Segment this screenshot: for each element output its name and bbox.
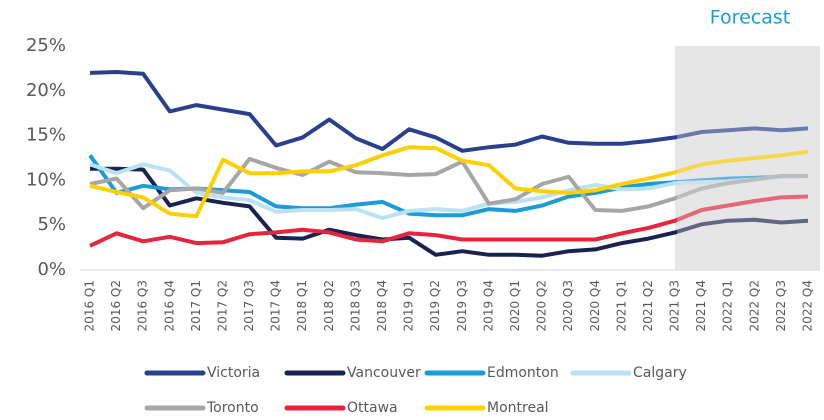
y-tick-label: 10% bbox=[26, 169, 66, 190]
x-tick-label: 2019 Q3 bbox=[455, 280, 469, 331]
series-line bbox=[89, 145, 809, 219]
x-tick-label: 2017 Q4 bbox=[269, 280, 283, 331]
series-line bbox=[89, 70, 809, 153]
legend-label: Edmonton bbox=[487, 365, 559, 381]
x-tick-label: 2016 Q1 bbox=[83, 280, 97, 331]
x-tick-label: 2021 Q1 bbox=[614, 280, 628, 331]
x-tick-label: 2017 Q3 bbox=[242, 280, 256, 331]
x-tick-label: 2018 Q3 bbox=[348, 280, 362, 331]
x-tick-label: 2020 Q1 bbox=[508, 280, 522, 331]
legend-label: Toronto bbox=[206, 400, 259, 416]
series-line bbox=[89, 162, 809, 220]
x-tick-label: 2016 Q4 bbox=[162, 280, 176, 331]
forecast-fade bbox=[677, 46, 820, 270]
x-tick-label: 2016 Q2 bbox=[109, 280, 123, 331]
y-tick-label: 5% bbox=[37, 214, 66, 235]
x-tick-label: 2021 Q4 bbox=[694, 280, 708, 331]
x-tick-label: 2018 Q1 bbox=[295, 280, 309, 331]
y-tick-label: 20% bbox=[26, 80, 66, 101]
legend-label: Montreal bbox=[487, 400, 549, 416]
legend-label: Calgary bbox=[633, 365, 687, 381]
x-tick-label: 2019 Q4 bbox=[481, 280, 495, 331]
x-tick-label: 2018 Q2 bbox=[322, 280, 336, 331]
series-line bbox=[90, 166, 809, 258]
legend-label: Vancouver bbox=[347, 365, 421, 381]
x-tick-label: 2019 Q2 bbox=[428, 280, 442, 331]
x-tick-label: 2017 Q1 bbox=[189, 280, 203, 331]
x-tick-label: 2022 Q3 bbox=[774, 280, 788, 331]
x-tick-label: 2019 Q1 bbox=[402, 280, 416, 331]
y-tick-label: 0% bbox=[37, 259, 66, 280]
x-tick-label: 2017 Q2 bbox=[215, 280, 229, 331]
x-tick-label: 2022 Q2 bbox=[747, 280, 761, 331]
x-tick-label: 2018 Q4 bbox=[375, 280, 389, 331]
x-tick-label: 2016 Q3 bbox=[136, 280, 150, 331]
x-tick-label: 2021 Q2 bbox=[641, 280, 655, 331]
y-tick-label: 15% bbox=[26, 125, 66, 146]
x-tick-label: 2022 Q1 bbox=[721, 280, 735, 331]
legend-label: Ottawa bbox=[347, 400, 398, 416]
x-tick-label: 2020 Q2 bbox=[535, 280, 549, 331]
x-tick-label: 2022 Q4 bbox=[801, 280, 815, 331]
x-tick-label: 2021 Q3 bbox=[668, 280, 682, 331]
y-tick-label: 25% bbox=[26, 35, 66, 56]
series-line bbox=[89, 194, 809, 248]
x-tick-label: 2020 Q4 bbox=[588, 280, 602, 331]
forecast-label: Forecast bbox=[710, 7, 790, 29]
x-tick-label: 2020 Q3 bbox=[561, 280, 575, 331]
legend-label: Victoria bbox=[207, 365, 260, 381]
